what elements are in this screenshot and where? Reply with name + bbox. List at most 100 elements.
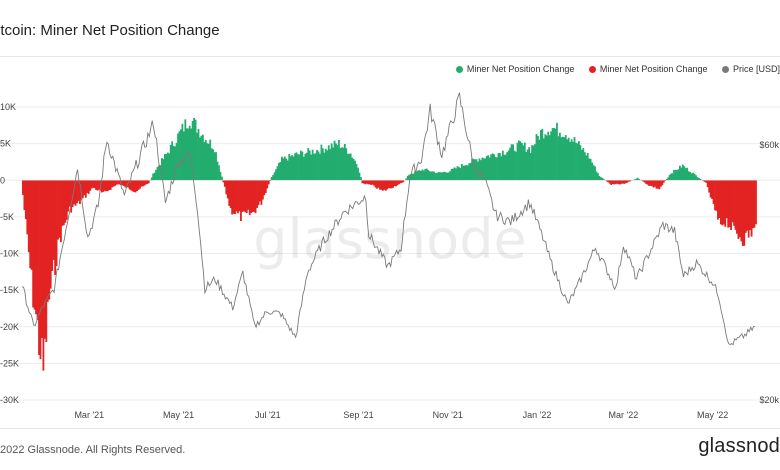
net-position-bar xyxy=(497,153,500,181)
net-position-bar xyxy=(478,158,481,181)
legend-item-price[interactable]: Price [USD] xyxy=(721,64,780,74)
net-position-bar xyxy=(578,141,580,181)
net-position-bar xyxy=(491,153,494,181)
net-position-bar xyxy=(450,168,453,181)
net-position-bar xyxy=(645,180,648,184)
legend-item-positive[interactable]: Miner Net Position Change xyxy=(455,64,574,74)
net-position-bar xyxy=(111,180,114,188)
net-position-bar xyxy=(595,171,598,181)
net-position-bar xyxy=(152,173,155,181)
net-position-bar xyxy=(161,158,163,181)
net-position-bar xyxy=(206,143,209,181)
net-position-bar xyxy=(73,180,76,205)
net-position-bar xyxy=(523,142,526,181)
net-position-bar xyxy=(292,156,295,181)
net-position-bar xyxy=(304,153,307,181)
net-position-bar xyxy=(563,137,566,181)
net-position-bar xyxy=(96,180,99,191)
net-position-bar xyxy=(81,180,84,199)
net-position-bar xyxy=(367,180,370,185)
net-position-bar xyxy=(539,130,542,181)
net-position-bar xyxy=(408,174,411,181)
net-position-bar xyxy=(285,158,288,181)
net-position-bar xyxy=(272,174,275,181)
net-position-bar xyxy=(101,180,103,193)
legend-item-negative[interactable]: Miner Net Position Change xyxy=(588,64,707,74)
net-position-bar xyxy=(412,173,415,181)
net-position-bar xyxy=(358,172,361,181)
net-position-bar xyxy=(485,156,488,181)
left-tick-label: -5K xyxy=(0,212,14,222)
net-position-bar xyxy=(635,178,637,181)
net-position-bar xyxy=(564,135,567,181)
net-position-bar xyxy=(503,154,506,181)
net-position-bar xyxy=(263,180,266,196)
net-position-bar xyxy=(323,152,326,181)
net-position-bar xyxy=(671,173,674,181)
net-position-bar xyxy=(721,180,724,226)
net-position-bar xyxy=(706,180,709,188)
net-position-bar xyxy=(753,180,756,228)
net-position-bar xyxy=(518,140,520,181)
net-position-bar xyxy=(614,180,617,185)
net-position-bars xyxy=(22,117,758,371)
net-position-bar xyxy=(49,180,52,289)
net-position-bar xyxy=(686,167,689,181)
net-position-bar xyxy=(506,152,509,181)
net-position-bar xyxy=(241,180,244,212)
net-position-bar xyxy=(190,128,193,181)
net-position-bar xyxy=(352,158,355,181)
net-position-bar xyxy=(128,180,131,190)
net-position-bar xyxy=(276,166,279,181)
net-position-bar xyxy=(698,178,700,181)
net-position-bar xyxy=(225,180,228,195)
net-position-bar xyxy=(542,138,545,181)
net-position-bar xyxy=(140,180,143,187)
right-tick-label: $20k xyxy=(759,395,779,405)
net-position-bar xyxy=(42,180,45,371)
net-position-bar xyxy=(576,143,579,181)
net-position-bar xyxy=(139,180,141,189)
net-position-bar xyxy=(143,180,146,186)
net-position-bar xyxy=(376,180,378,189)
net-position-bar xyxy=(259,180,261,202)
net-position-bar xyxy=(181,123,184,181)
net-position-bar xyxy=(163,154,166,181)
net-position-bar xyxy=(387,180,390,189)
net-position-bar xyxy=(238,180,241,212)
net-position-bar xyxy=(180,129,182,181)
net-position-bar xyxy=(439,172,441,181)
net-position-bar xyxy=(734,180,737,230)
left-tick-label: 10K xyxy=(0,102,16,112)
net-position-bar xyxy=(422,170,425,181)
net-position-bar xyxy=(71,180,74,208)
net-position-bar xyxy=(677,169,680,181)
net-position-bar xyxy=(193,117,196,181)
net-position-bar xyxy=(659,180,662,187)
net-position-bar xyxy=(599,177,602,181)
net-position-bar xyxy=(466,165,469,181)
net-position-bar xyxy=(588,158,591,181)
net-position-bar xyxy=(747,180,750,238)
net-position-bar xyxy=(125,180,128,187)
net-position-bar xyxy=(196,132,198,181)
net-position-bar xyxy=(629,180,632,182)
chart-plot[interactable]: glassnode 10K5K0-5K-10K-15K-20K-25K-30K … xyxy=(0,57,780,425)
net-position-bar xyxy=(147,180,150,184)
net-position-bar xyxy=(373,180,375,186)
net-position-bar xyxy=(708,180,711,193)
net-position-bar xyxy=(610,180,613,185)
net-position-bar xyxy=(168,153,171,181)
net-position-bar xyxy=(330,143,333,181)
net-position-bar xyxy=(430,171,433,181)
net-position-bar xyxy=(169,144,172,181)
net-position-bar xyxy=(316,149,318,181)
net-position-bar xyxy=(741,180,744,246)
net-position-bar xyxy=(572,141,574,181)
net-position-bar xyxy=(175,142,178,181)
net-position-bar xyxy=(171,141,174,181)
net-position-bar xyxy=(289,156,292,181)
net-position-bar xyxy=(557,136,560,181)
net-position-bar xyxy=(136,180,138,192)
net-position-bar xyxy=(607,180,610,183)
